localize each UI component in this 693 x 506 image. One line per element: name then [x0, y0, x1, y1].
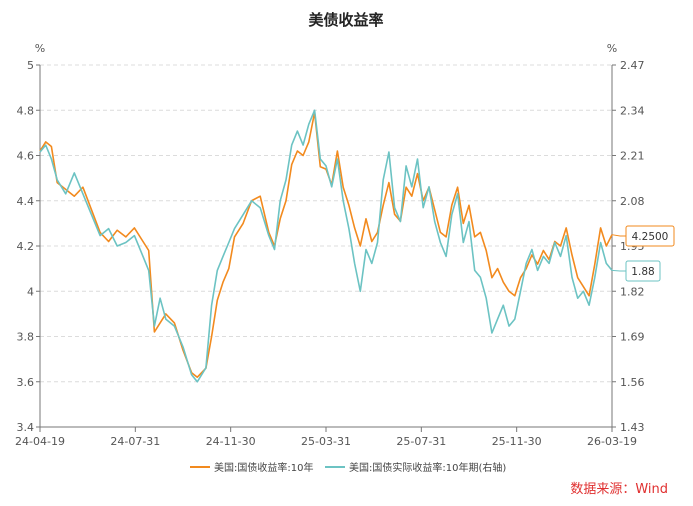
- callout-value-1: 4.2500: [632, 231, 669, 243]
- left-tick-label: 3.8: [17, 331, 35, 344]
- x-tick-label: 24-04-19: [15, 435, 65, 448]
- series-group: [39, 109, 613, 383]
- right-tick-label: 2.21: [620, 150, 645, 163]
- legend: 美国:国债收益率:10年 美国:国债实际收益率:10年期(右轴): [190, 461, 506, 474]
- series-line-2: [39, 109, 613, 383]
- callout-box-2: [625, 260, 661, 282]
- legend-label-2: 美国:国债实际收益率:10年期(右轴): [349, 461, 506, 474]
- left-tick-label: 5: [27, 59, 34, 72]
- right-axis-unit: %: [607, 42, 617, 55]
- left-tick-label: 4.8: [17, 104, 35, 117]
- right-tick-label: 2.08: [620, 195, 645, 208]
- left-tick-label: 4.6: [17, 150, 35, 163]
- chart-title: 美债收益率: [308, 11, 383, 29]
- right-tick-label: 1.56: [620, 376, 645, 389]
- last-value-callouts: 4.2500 1.88: [611, 225, 675, 282]
- right-tick-label: 1.82: [620, 285, 645, 298]
- x-tick-label: 26-03-19: [587, 435, 637, 448]
- source-note: 数据来源：Wind: [570, 482, 668, 497]
- left-axis-unit: %: [35, 42, 45, 55]
- left-tick-label: 3.6: [17, 376, 35, 389]
- left-tick-label: 3.4: [17, 421, 35, 434]
- gridlines: [40, 64, 612, 383]
- right-tick-label: 2.34: [620, 104, 645, 117]
- right-tick-label: 1.69: [620, 331, 645, 344]
- left-axis: 3.4 3.6 3.8 4 4.2 4.4 4.6 4.8 5: [17, 59, 41, 434]
- x-tick-label: 25-11-30: [492, 435, 542, 448]
- left-tick-label: 4: [27, 285, 34, 298]
- x-tick-label: 25-03-31: [301, 435, 351, 448]
- x-tick-label: 24-07-31: [110, 435, 160, 448]
- legend-label-1: 美国:国债收益率:10年: [214, 461, 313, 474]
- x-axis: 24-04-19 24-07-31 24-11-30 25-03-31 25-07-31…: [15, 426, 637, 448]
- x-tick-label: 24-11-30: [206, 435, 256, 448]
- left-tick-label: 4.2: [17, 240, 35, 253]
- series-line-1: [39, 111, 613, 378]
- right-tick-label: 2.47: [620, 59, 645, 72]
- callout-value-2: 1.88: [631, 266, 654, 278]
- right-tick-label: 1.43: [620, 421, 645, 434]
- callout-leader-1: [611, 234, 626, 237]
- callout-leader-2: [611, 269, 626, 272]
- callout-box-1: [625, 225, 675, 247]
- x-tick-label: 25-07-31: [396, 435, 446, 448]
- left-tick-label: 4.4: [17, 195, 35, 208]
